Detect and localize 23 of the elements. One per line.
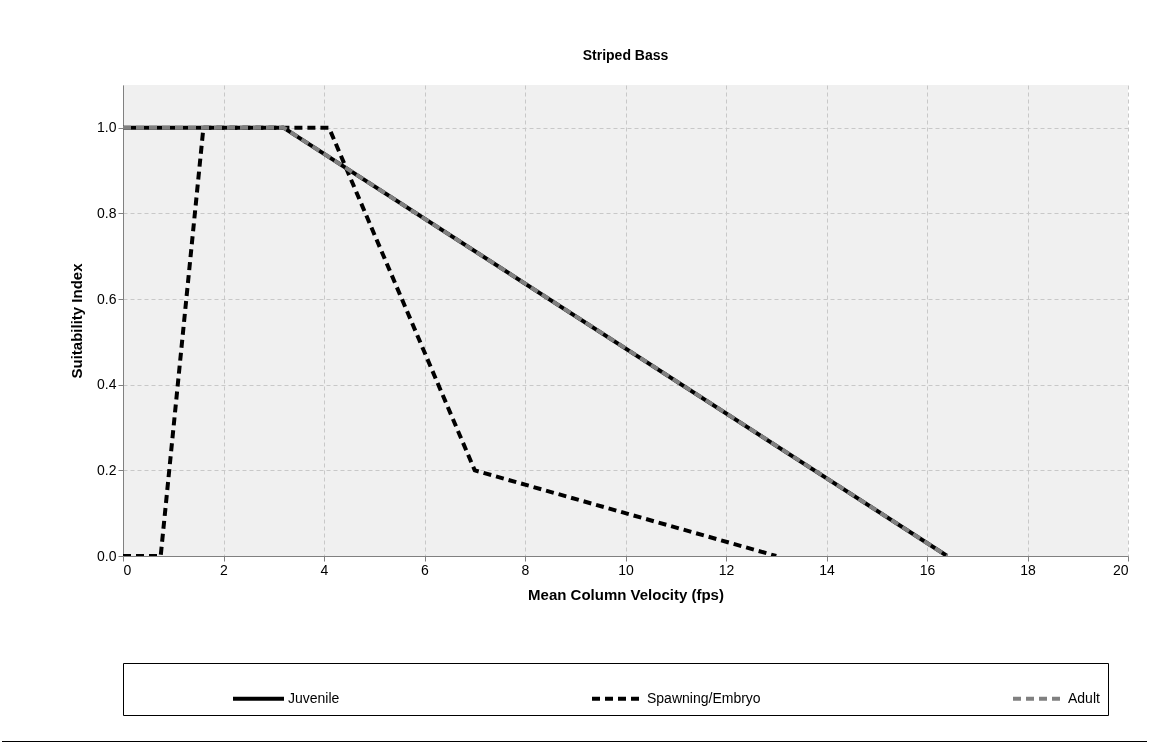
x-tick-label: 6	[421, 561, 430, 578]
legend-label: Adult	[1068, 689, 1101, 706]
x-tick-label: 12	[718, 561, 735, 578]
y-axis-title: Suitability Index	[68, 262, 86, 379]
x-tick-label: 8	[521, 561, 530, 578]
chart-title: Striped Bass	[582, 47, 669, 63]
y-tick-label: 0.0	[97, 547, 117, 564]
x-tick-label: 16	[919, 561, 936, 578]
x-axis-title: Mean Column Velocity (fps)	[528, 585, 724, 603]
y-tick-label: 1.0	[97, 119, 117, 136]
legend-label: Spawning/Embryo	[647, 689, 761, 706]
x-tick-label: 14	[819, 561, 835, 578]
x-tick-label: 0	[123, 561, 132, 578]
x-tick-label: 20	[1112, 561, 1129, 578]
y-tick-label: 0.6	[97, 290, 117, 307]
legend-label: Juvenile	[288, 689, 340, 706]
x-tick-label: 4	[320, 561, 329, 578]
x-tick-label: 18	[1020, 561, 1036, 578]
x-tick-label: 2	[220, 561, 229, 578]
x-tick-label: 10	[618, 561, 634, 578]
y-tick-label: 0.2	[97, 461, 117, 478]
y-tick-label: 0.8	[97, 204, 117, 221]
y-tick-label: 0.4	[97, 376, 117, 393]
